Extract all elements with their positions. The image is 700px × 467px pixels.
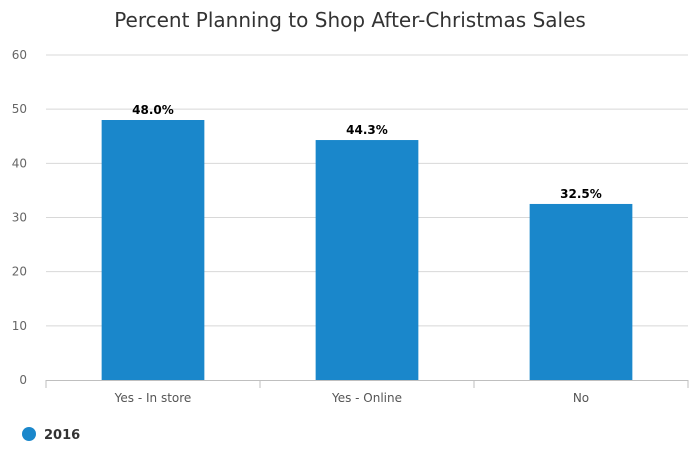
bar-yes-online[interactable]: [315, 140, 419, 380]
data-label: 48.0%: [132, 103, 174, 117]
y-tick-label: 50: [12, 102, 27, 116]
y-tick-label: 0: [19, 373, 27, 387]
data-label: 32.5%: [560, 187, 602, 201]
data-label: 44.3%: [346, 123, 388, 137]
y-axis: 0 10 20 30 40 50 60: [12, 48, 27, 387]
legend[interactable]: 2016: [22, 427, 80, 443]
x-tick-label: No: [573, 391, 589, 405]
y-tick-label: 30: [12, 211, 27, 225]
bars: 48.0% 44.3% 32.5%: [101, 103, 633, 380]
legend-label[interactable]: 2016: [44, 428, 80, 443]
y-tick-label: 20: [12, 265, 27, 279]
bar-yes-in-store[interactable]: [101, 120, 205, 380]
legend-marker: [22, 427, 36, 441]
bar-no[interactable]: [529, 203, 633, 380]
y-tick-label: 60: [12, 48, 27, 62]
x-axis: Yes - In store Yes - Online No: [45, 380, 689, 405]
x-tick-label: Yes - Online: [331, 391, 402, 405]
y-tick-label: 40: [12, 156, 27, 170]
x-tick-label: Yes - In store: [114, 391, 192, 405]
chart-title: Percent Planning to Shop After-Christmas…: [114, 8, 586, 32]
y-tick-label: 10: [12, 319, 27, 333]
